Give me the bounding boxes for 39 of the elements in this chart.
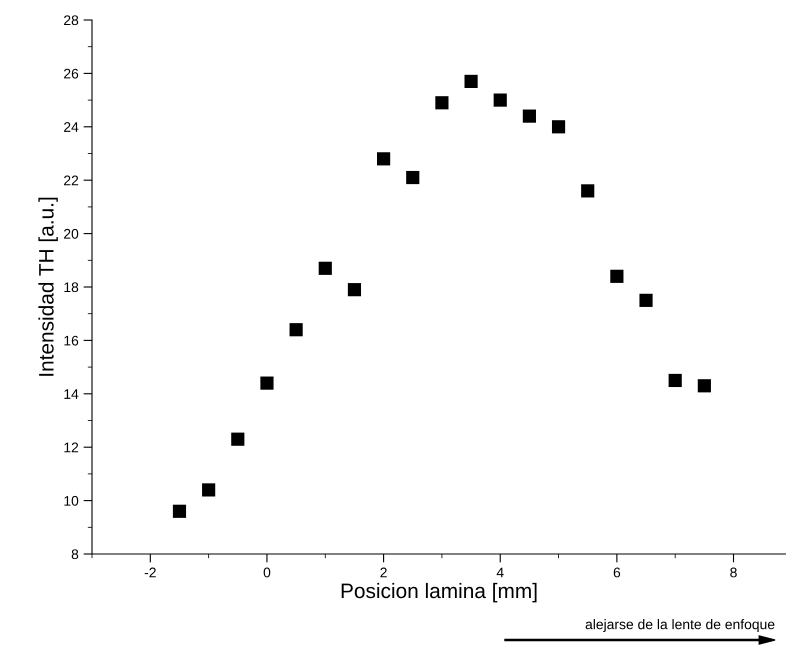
y-axis-title: Intensidad TH [a.u.] bbox=[38, 198, 58, 376]
point bbox=[464, 74, 478, 88]
point bbox=[435, 96, 449, 110]
point bbox=[610, 270, 624, 283]
point bbox=[260, 376, 274, 390]
point bbox=[231, 432, 244, 446]
y-tick-label: 16 bbox=[64, 336, 78, 346]
point bbox=[668, 374, 682, 388]
y-tick-label: 8 bbox=[72, 549, 78, 560]
y-tick-label: 18 bbox=[64, 282, 78, 292]
y-tick-label: 22 bbox=[64, 176, 78, 186]
y-tick-label: 10 bbox=[64, 496, 78, 506]
point bbox=[698, 379, 711, 392]
point bbox=[406, 170, 420, 184]
x-tick-label: 4 bbox=[496, 568, 504, 578]
y-tick-label: 12 bbox=[64, 442, 78, 452]
y-tick-label: 14 bbox=[64, 389, 78, 399]
x-tick-label: 0 bbox=[264, 568, 270, 578]
point bbox=[494, 94, 507, 107]
text: alejarse de la lente de enfoque bbox=[586, 619, 774, 632]
point bbox=[377, 152, 390, 166]
x-tick-label: 6 bbox=[614, 568, 620, 578]
x-tick-label: 8 bbox=[730, 568, 737, 578]
point bbox=[172, 504, 186, 518]
x-tick-label: 2 bbox=[380, 568, 387, 578]
point bbox=[318, 262, 332, 275]
point bbox=[639, 294, 653, 307]
point bbox=[552, 120, 566, 134]
y-tick-label: 26 bbox=[64, 68, 78, 79]
point bbox=[290, 323, 303, 336]
point bbox=[581, 184, 594, 198]
x-axis-title: Posicion lamina [mm] bbox=[342, 582, 537, 602]
y-tick-label: 28 bbox=[64, 15, 78, 26]
point bbox=[522, 110, 536, 123]
y-tick-label: 20 bbox=[64, 228, 78, 239]
x-tick-label: -2 bbox=[144, 568, 156, 578]
point bbox=[348, 283, 362, 296]
y-tick-label: 24 bbox=[64, 122, 78, 132]
point bbox=[202, 483, 216, 497]
